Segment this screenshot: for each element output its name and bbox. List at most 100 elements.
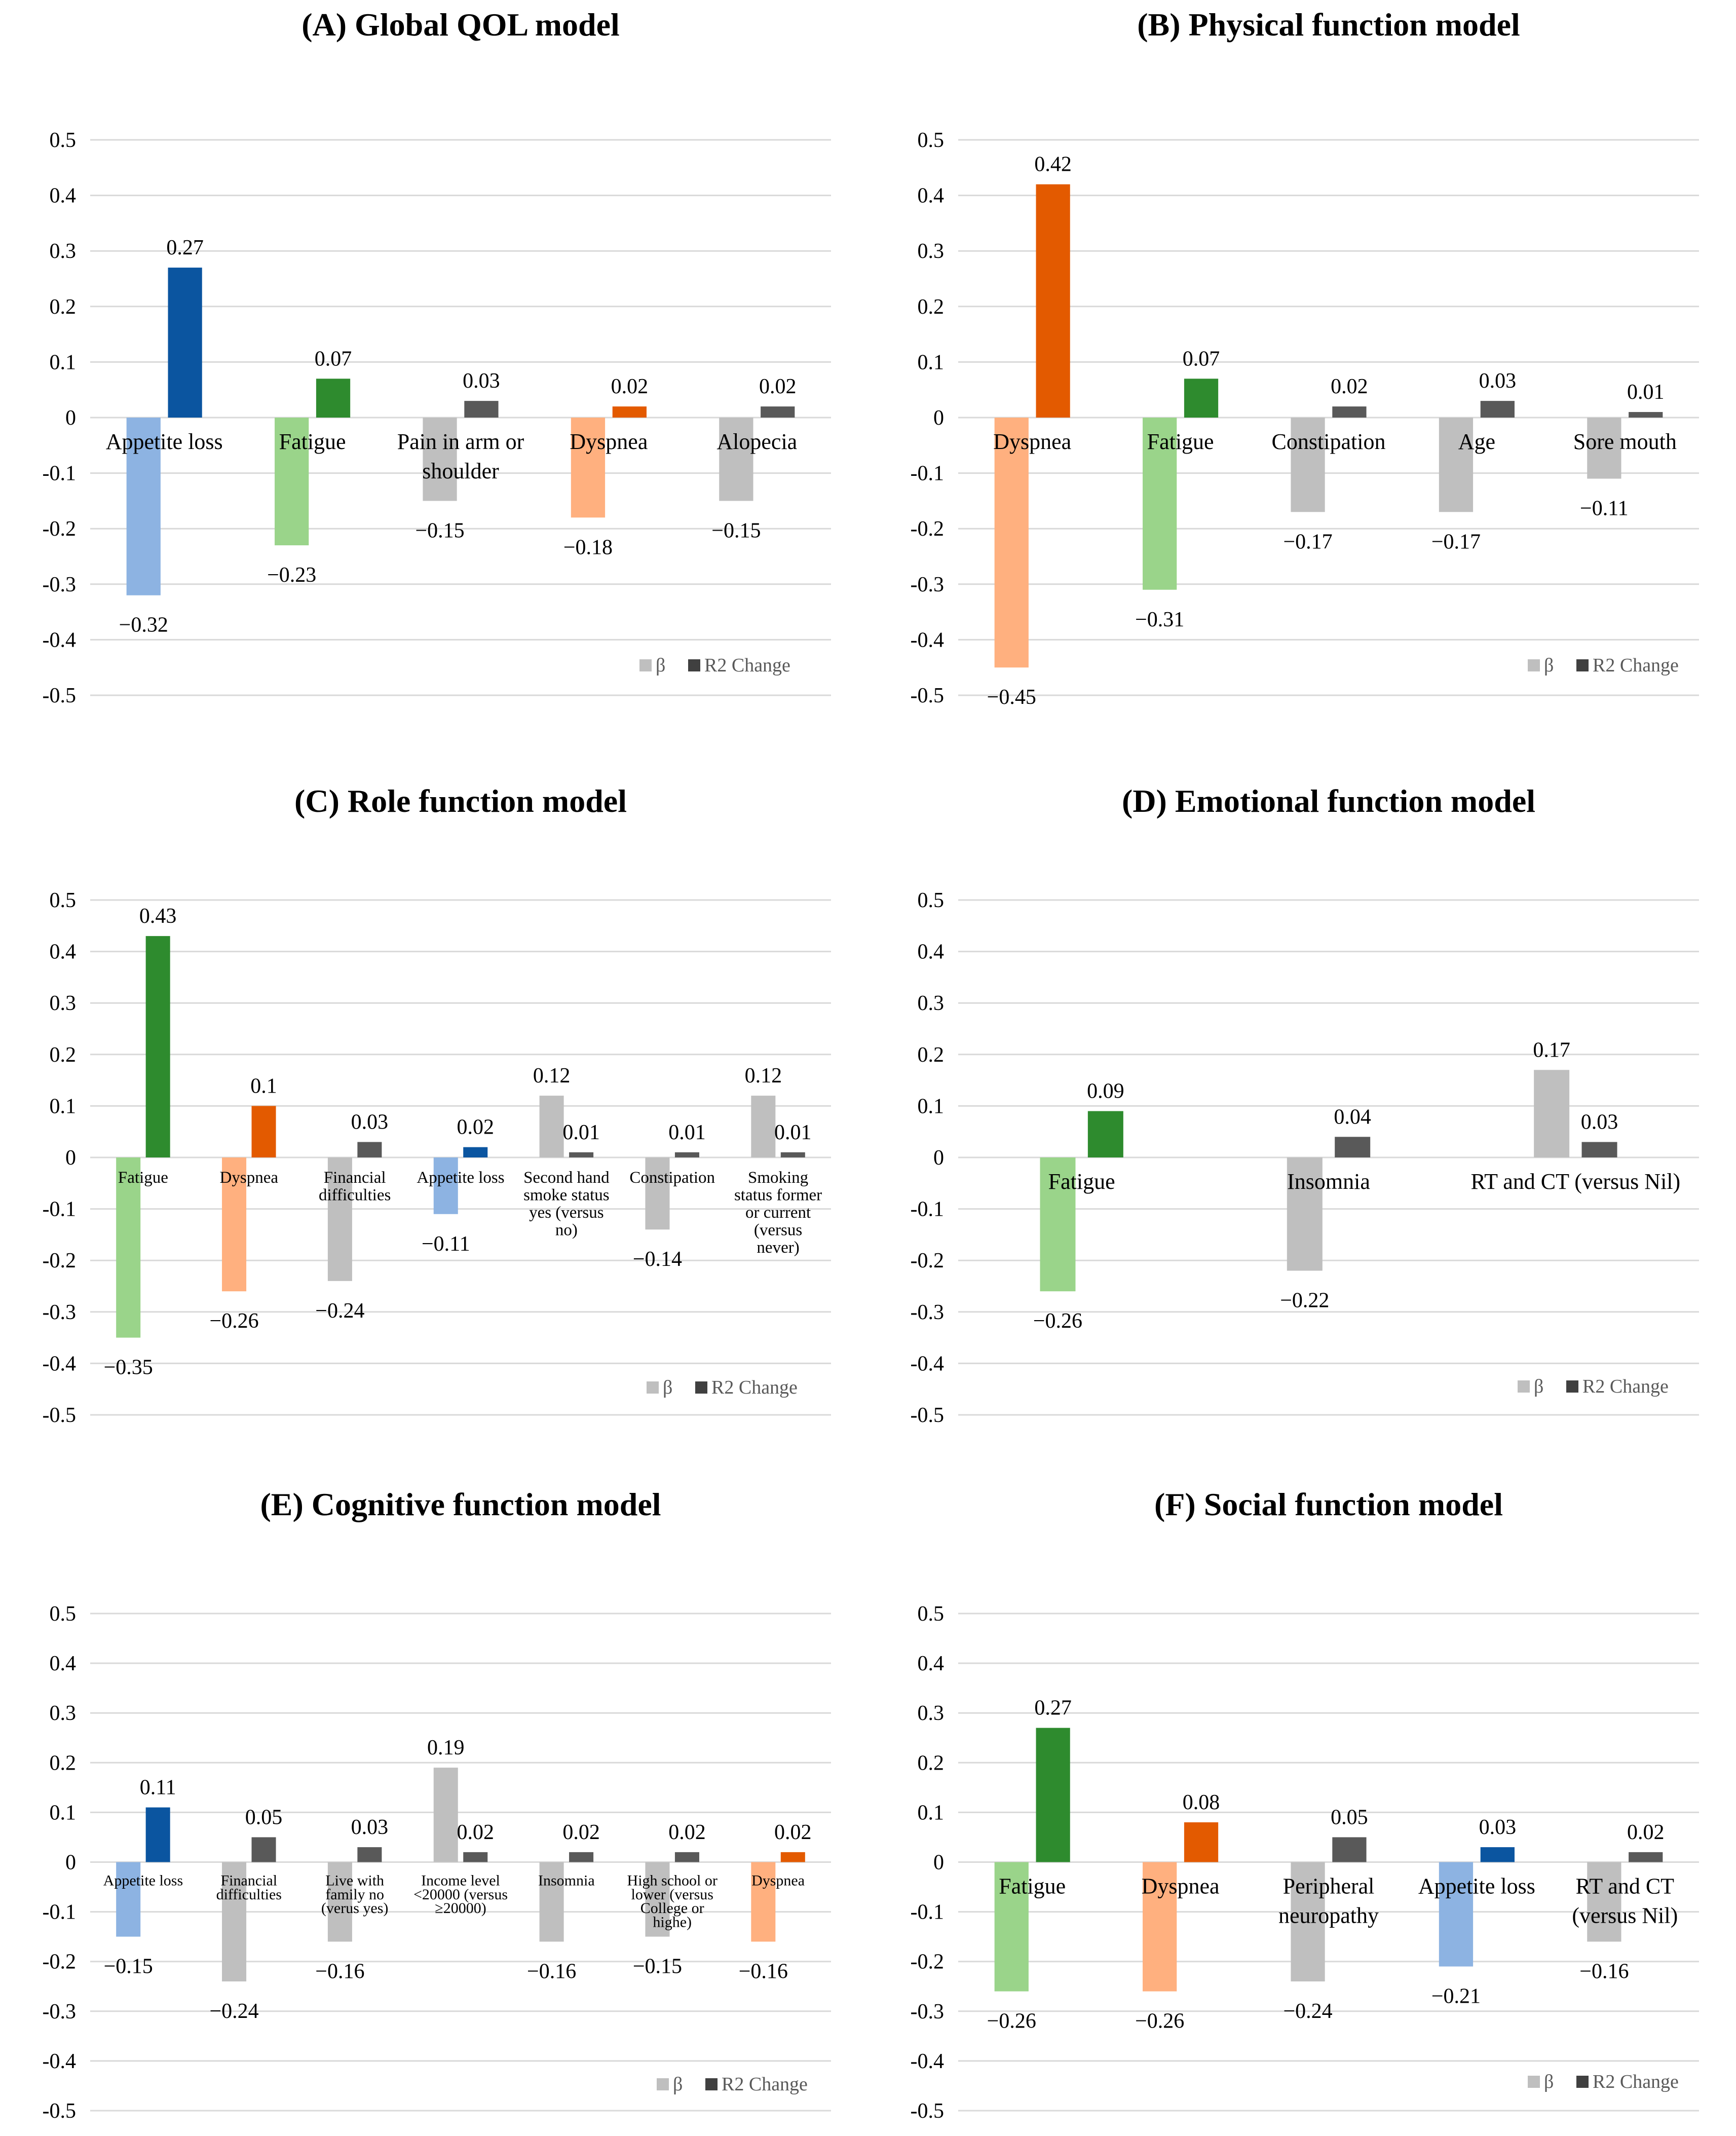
legend-swatch-beta xyxy=(647,1381,659,1394)
r2-change-bar xyxy=(1036,1728,1070,1862)
y-tick-label: 0.3 xyxy=(918,240,945,263)
r2-change-bar xyxy=(612,406,647,418)
beta-bar xyxy=(719,418,753,501)
category-label: Live with family no (verus yes) xyxy=(321,1872,388,1917)
chart-panel: (B) Physical function model 0.5 0.4 0.3 0.2 0… xyxy=(911,7,1699,709)
category-label: Insomnia xyxy=(538,1872,595,1889)
category-label: Dyspnea xyxy=(993,429,1071,454)
r2-change-bar xyxy=(1087,1111,1123,1157)
r2-change-data-label: 0.02 xyxy=(457,1821,494,1844)
beta-data-label: −0.14 xyxy=(633,1248,682,1271)
r2-change-bar xyxy=(780,1852,805,1862)
category-label: High school or lower (versus College or hig… xyxy=(627,1872,718,1931)
chart-legend: β R2 Change xyxy=(1518,1376,1669,1397)
r2-change-data-label: 0.01 xyxy=(668,1121,706,1144)
y-tick-label: 0.2 xyxy=(918,1043,945,1067)
beta-bar xyxy=(222,1862,247,1981)
beta-bar xyxy=(222,1157,247,1292)
y-tick-label: -0.1 xyxy=(911,1198,945,1221)
beta-data-label: 0.12 xyxy=(745,1064,782,1088)
y-tick-label: 0.1 xyxy=(50,351,77,374)
legend-label-r2-change: R2 Change xyxy=(722,2074,808,2095)
r2-change-bar xyxy=(463,1852,488,1862)
y-tick-label: -0.2 xyxy=(911,1249,945,1272)
beta-data-label: −0.32 xyxy=(119,614,168,637)
beta-data-label: −0.45 xyxy=(987,686,1036,709)
y-tick-label: -0.5 xyxy=(43,684,77,707)
y-tick-label: 0.5 xyxy=(918,889,945,912)
chart-legend: β R2 Change xyxy=(657,2074,808,2095)
beta-bar xyxy=(116,1862,141,1937)
beta-bar xyxy=(1291,418,1325,512)
beta-bar xyxy=(645,1157,670,1230)
beta-bar xyxy=(751,1862,776,1942)
r2-change-bar xyxy=(780,1152,805,1157)
r2-change-bar xyxy=(251,1106,276,1157)
y-tick-label: -0.5 xyxy=(911,2100,945,2123)
beta-bar xyxy=(1587,1862,1621,1942)
r2-change-data-label: 0.02 xyxy=(668,1821,706,1844)
beta-data-label: −0.35 xyxy=(104,1356,153,1379)
category-label: Income level <20000 (versus ≥20000) xyxy=(413,1872,508,1917)
beta-data-label: −0.26 xyxy=(1033,1309,1082,1333)
r2-change-data-label: 0.09 xyxy=(1087,1080,1124,1103)
r2-change-data-label: 0.02 xyxy=(1331,375,1368,398)
r2-change-bar xyxy=(1184,1822,1219,1862)
legend-label-r2-change: R2 Change xyxy=(1582,1376,1669,1397)
chart-panel: (C) Role function model 0.5 0.4 0.3 0.2 0.1 0 -… xyxy=(43,783,831,1427)
y-tick-label: 0.4 xyxy=(918,1652,945,1675)
r2-change-bar xyxy=(1581,1142,1617,1157)
r2-change-bar xyxy=(168,268,202,418)
y-tick-label: -0.5 xyxy=(43,1404,77,1427)
category-label: Fatigue xyxy=(279,429,346,454)
r2-change-bar xyxy=(1184,379,1219,418)
y-tick-label: 0.4 xyxy=(918,184,945,208)
legend-label-beta: β xyxy=(673,2074,683,2095)
category-label: Fatigue xyxy=(999,1874,1066,1899)
y-tick-label: -0.2 xyxy=(43,517,77,541)
y-tick-label: -0.2 xyxy=(43,1951,77,1974)
r2-change-bar xyxy=(1629,412,1663,418)
legend-label-beta: β xyxy=(663,1377,672,1398)
r2-change-data-label: 0.02 xyxy=(611,375,649,398)
y-tick-label: -0.1 xyxy=(43,1198,77,1221)
r2-change-bar xyxy=(145,1807,170,1862)
y-tick-label: -0.3 xyxy=(911,1301,945,1324)
y-tick-label: 0.5 xyxy=(918,1602,945,1626)
beta-data-label: 0.17 xyxy=(1533,1038,1570,1062)
beta-data-label: −0.17 xyxy=(1431,530,1481,553)
beta-data-label: −0.22 xyxy=(1280,1289,1329,1313)
y-tick-label: -0.5 xyxy=(43,2100,77,2123)
chart-panel: (A) Global QOL model 0.5 0.4 0.3 0.2 0.1 0 -0.1… xyxy=(43,7,831,707)
r2-change-data-label: 0.02 xyxy=(774,1821,812,1844)
y-tick-label: 0.1 xyxy=(50,1801,77,1824)
beta-bar xyxy=(1439,1862,1474,1967)
r2-change-bar xyxy=(145,936,170,1157)
legend-label-r2-change: R2 Change xyxy=(1593,655,1679,676)
r2-change-bar xyxy=(357,1142,382,1157)
beta-data-label: −0.15 xyxy=(415,519,464,542)
y-tick-label: 0.2 xyxy=(50,1751,77,1775)
y-tick-label: 0.1 xyxy=(50,1095,77,1118)
r2-change-data-label: 0.1 xyxy=(250,1074,277,1098)
legend-swatch-r2-change xyxy=(705,2078,718,2090)
beta-data-label: −0.15 xyxy=(104,1955,153,1978)
legend-swatch-r2-change xyxy=(1576,2076,1589,2088)
beta-bar xyxy=(994,418,1029,668)
category-label: Fatigue xyxy=(1147,429,1214,454)
category-label: Peripheral neuropathy xyxy=(1278,1874,1379,1928)
category-label: Dyspnea xyxy=(570,429,648,454)
beta-bar xyxy=(994,1862,1029,1992)
r2-change-data-label: 0.43 xyxy=(139,905,177,928)
category-label: Sore mouth xyxy=(1573,429,1677,454)
y-tick-label: -0.4 xyxy=(43,628,77,652)
r2-change-bar xyxy=(569,1852,594,1862)
r2-change-bar xyxy=(251,1837,276,1862)
y-tick-label: 0.1 xyxy=(918,1801,945,1824)
legend-label-beta: β xyxy=(1544,2071,1554,2092)
y-tick-label: 0.2 xyxy=(918,295,945,319)
y-tick-label: 0.5 xyxy=(50,129,77,152)
y-tick-label: 0.3 xyxy=(918,992,945,1015)
y-tick-label: 0.3 xyxy=(50,1702,77,1725)
r2-change-bar xyxy=(1480,1847,1515,1862)
